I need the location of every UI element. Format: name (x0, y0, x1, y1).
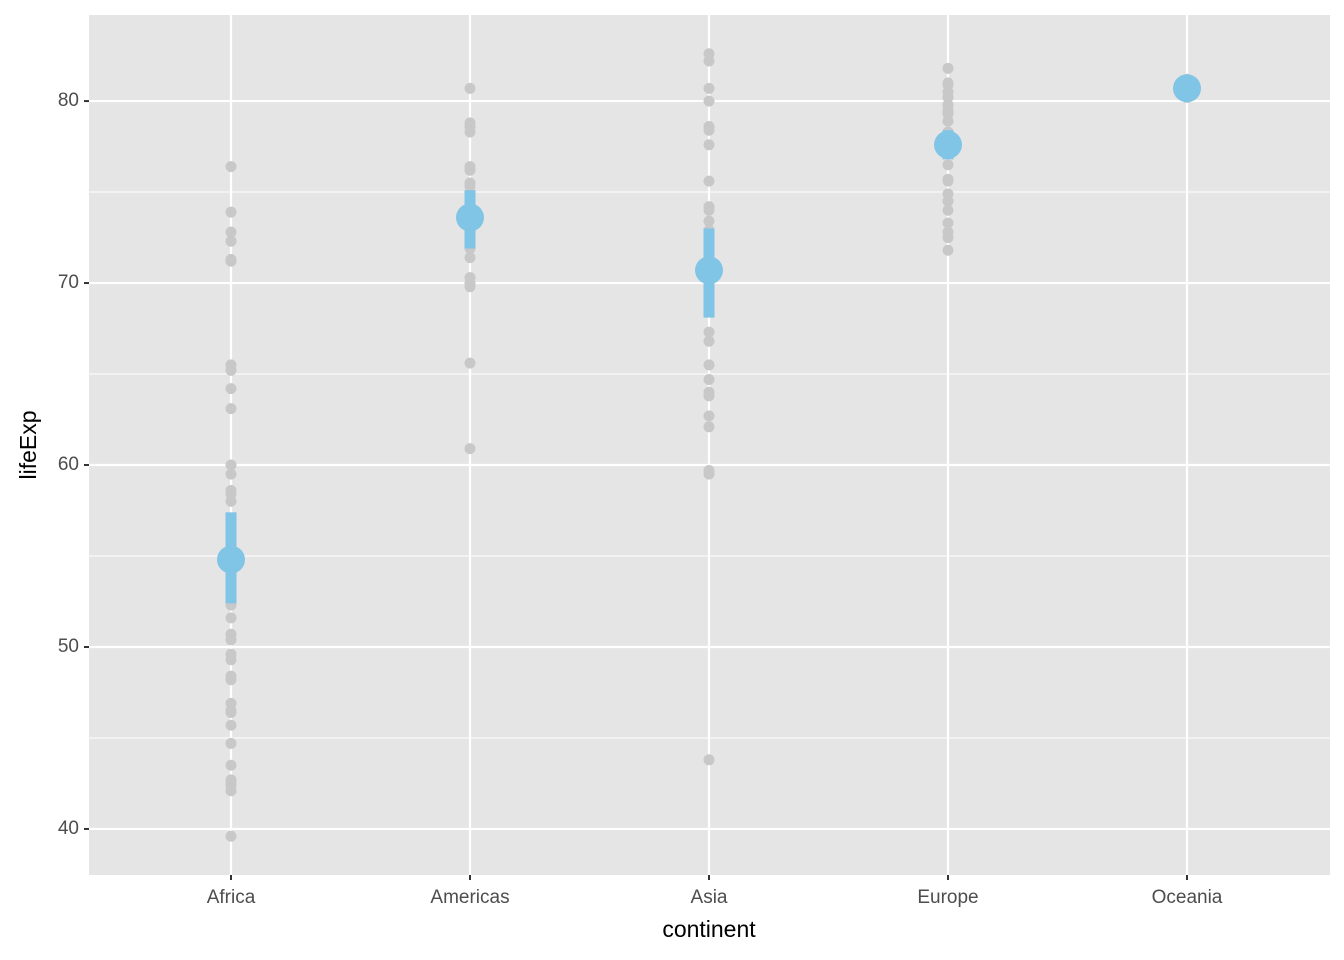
data-point (942, 175, 954, 187)
x-tick-label: Europe (917, 887, 978, 908)
data-point (703, 359, 715, 371)
mean-point (1173, 74, 1201, 103)
data-point (942, 244, 954, 256)
data-point (464, 357, 476, 369)
data-point (703, 335, 715, 347)
y-tick-label: 80 (58, 90, 79, 111)
data-point (703, 124, 715, 136)
data-point (703, 215, 715, 227)
mean-point (695, 256, 723, 285)
x-axis-title: continent (662, 916, 756, 942)
data-point (703, 326, 715, 338)
data-point (225, 634, 237, 646)
y-tick-label: 40 (58, 818, 79, 839)
data-point (703, 421, 715, 433)
data-point (225, 364, 237, 376)
data-point (703, 82, 715, 94)
mean-point (934, 130, 962, 159)
data-point (464, 164, 476, 176)
y-tick-label: 60 (58, 454, 79, 475)
data-point (225, 719, 237, 731)
data-point (225, 383, 237, 395)
data-point (464, 443, 476, 455)
y-axis-title: lifeExp (15, 410, 41, 479)
data-point (703, 95, 715, 107)
y-tick-label: 50 (58, 636, 79, 657)
data-point (225, 830, 237, 842)
data-point (703, 55, 715, 67)
data-point (942, 217, 954, 229)
data-point (225, 255, 237, 267)
data-point (225, 612, 237, 624)
data-point (703, 175, 715, 187)
data-point (464, 82, 476, 94)
mean-point (456, 203, 484, 232)
x-tick-label: Africa (207, 887, 256, 908)
data-point (942, 232, 954, 244)
data-point (225, 495, 237, 507)
data-point (464, 252, 476, 264)
data-point (464, 126, 476, 138)
data-point (225, 785, 237, 797)
data-point (942, 195, 954, 207)
data-point (225, 161, 237, 173)
x-tick-label: Americas (430, 887, 509, 908)
data-point (703, 754, 715, 766)
data-point (225, 403, 237, 415)
data-point (225, 235, 237, 247)
data-point (225, 459, 237, 471)
data-point (225, 226, 237, 238)
data-point (703, 139, 715, 151)
data-point (703, 410, 715, 422)
y-tick-label: 70 (58, 272, 79, 293)
data-point (225, 759, 237, 771)
data-point (942, 115, 954, 127)
data-point (225, 206, 237, 218)
data-point (703, 204, 715, 216)
data-point (703, 373, 715, 385)
x-tick-label: Oceania (1152, 887, 1223, 908)
data-point (942, 159, 954, 171)
data-point (942, 62, 954, 74)
data-point (464, 181, 476, 193)
data-point (225, 468, 237, 480)
data-point (703, 468, 715, 480)
data-point (942, 204, 954, 216)
data-point (464, 281, 476, 293)
data-point (225, 706, 237, 718)
mean-point (217, 545, 245, 574)
data-point (225, 674, 237, 686)
data-point (703, 390, 715, 402)
data-point (225, 654, 237, 666)
data-point (225, 737, 237, 749)
x-tick-label: Asia (691, 887, 728, 908)
